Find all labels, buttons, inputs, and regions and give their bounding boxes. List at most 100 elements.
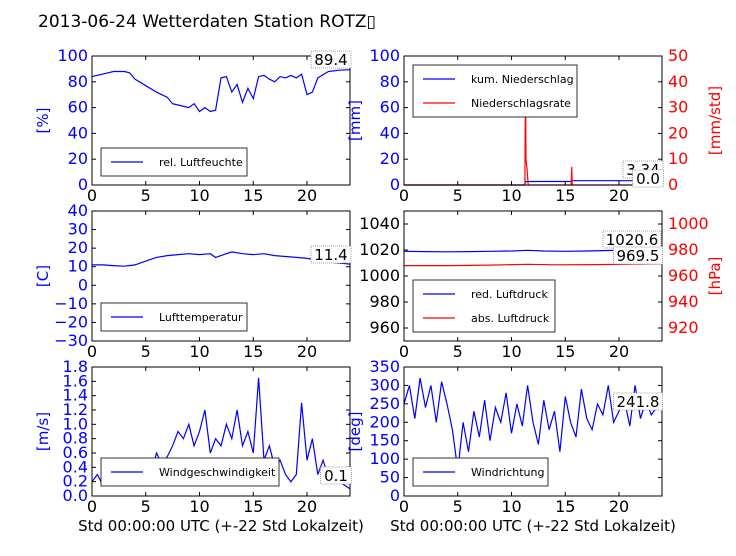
legend-box <box>412 457 549 487</box>
plot-frame <box>403 366 663 497</box>
y-tick-label: 1.4 <box>63 386 88 405</box>
series-line-right <box>404 76 662 186</box>
legend-entry: kum. Niederschlag <box>471 73 574 86</box>
plot-frame <box>91 366 351 497</box>
legend-box <box>412 64 578 118</box>
y-tick-label: 20 <box>68 238 88 257</box>
x-tick-label: 0 <box>399 342 409 361</box>
value-annotation: 1020.6 <box>606 231 659 249</box>
x-tick-label: 5 <box>453 497 463 516</box>
y-tick-label: 1.2 <box>63 400 88 419</box>
x-axis-label-left: Std 00:00:00 UTC (+-22 Std Lokalzeit) <box>78 517 364 535</box>
x-tick-label: 20 <box>297 497 317 516</box>
x-tick-label: 15 <box>243 497 263 516</box>
y2-tick-label: 10 <box>668 149 688 168</box>
y2-tick-label: 20 <box>668 123 688 142</box>
y-tick-label: 1.0 <box>63 414 88 433</box>
x-tick-label: 15 <box>555 186 575 205</box>
y-tick-label: 250 <box>369 394 400 413</box>
y-tick-label: 50 <box>380 468 400 487</box>
x-tick-label: 5 <box>141 497 151 516</box>
x-tick-label: 20 <box>609 497 629 516</box>
y-tick-label: 0.0 <box>63 486 88 505</box>
value-annotation-box <box>310 245 352 264</box>
y-tick-label: 150 <box>369 431 400 450</box>
y-tick-label: 1.8 <box>63 357 88 376</box>
legend-entry: Niederschlagsrate <box>471 97 571 110</box>
x-tick-label: 20 <box>609 186 629 205</box>
y-tick-label: −10 <box>54 294 88 313</box>
y-tick-label: 60 <box>380 98 400 117</box>
x-tick-label: 20 <box>297 342 317 361</box>
y2-axis-label: [hPa] <box>706 257 724 296</box>
value-annotation: 241.8 <box>617 393 660 411</box>
x-tick-label: 5 <box>141 186 151 205</box>
x-tick-label: 0 <box>399 497 409 516</box>
value-annotation-box <box>613 392 663 411</box>
y-tick-label: 30 <box>68 220 88 239</box>
panel-2: 0 5 10 15 20−30−20−10010203040[C]Lufttempera… <box>34 201 352 361</box>
y-tick-label: 1.6 <box>63 371 88 390</box>
y-tick-label: 980 <box>369 292 400 311</box>
y-tick-label: −30 <box>54 331 88 350</box>
y-tick-label: 0 <box>390 486 400 505</box>
y-tick-label: 350 <box>369 357 400 376</box>
y-tick-label: 100 <box>369 449 400 468</box>
x-tick-label: 10 <box>189 186 209 205</box>
y-tick-label: 40 <box>68 201 88 220</box>
series-line-left <box>92 251 351 267</box>
series-line-left <box>403 377 663 471</box>
chart-title: 2013-06-24 Wetterdaten Station ROTZ▯ <box>38 12 376 32</box>
series-line-left <box>403 248 663 253</box>
plot-frame <box>91 55 351 186</box>
x-axis-label-right: Std 00:00:00 UTC (+-22 Std Lokalzeit) <box>390 517 676 535</box>
value-annotation-box <box>310 50 352 69</box>
value-annotation-box <box>632 169 664 188</box>
y-tick-label: 100 <box>369 46 400 65</box>
y-tick-label: 80 <box>68 72 88 91</box>
y-axis-label: [C] <box>34 265 52 287</box>
x-tick-label: 20 <box>609 342 629 361</box>
y-tick-label: 0 <box>390 175 400 194</box>
y2-tick-label: 980 <box>668 240 699 259</box>
y2-tick-label: 40 <box>668 72 688 91</box>
y-tick-label: 1000 <box>359 266 400 285</box>
series-line-left <box>404 180 662 186</box>
x-tick-label: 0 <box>399 186 409 205</box>
y-tick-label: −20 <box>54 312 88 331</box>
y-tick-label: 60 <box>68 98 88 117</box>
y-tick-label: 0.2 <box>63 472 88 491</box>
x-tick-label: 10 <box>189 497 209 516</box>
y-tick-label: 0 <box>78 175 88 194</box>
y2-tick-label: 960 <box>668 266 699 285</box>
plot-frame <box>403 55 663 186</box>
value-annotation: 0.0 <box>636 170 660 188</box>
y2-tick-label: 940 <box>668 292 699 311</box>
legend-entry: Lufttemperatur <box>159 311 243 324</box>
y-tick-label: 0.6 <box>63 443 88 462</box>
legend-box <box>412 279 556 333</box>
x-tick-label: 10 <box>501 497 521 516</box>
x-tick-label: 15 <box>555 497 575 516</box>
panel-3: 0 5 10 15 20 960 980 1000 1020 1040 920 940 960 980 10… <box>359 210 724 361</box>
legend-entry: rel. Luftfeuchte <box>159 156 243 169</box>
panel-4: 0 5 10 15 20 0.00.20.40.60.81.01.21.41.61.8 [m… <box>34 357 352 516</box>
x-tick-label: 0 <box>87 497 97 516</box>
x-tick-label: 15 <box>243 342 263 361</box>
y-axis-label: [%] <box>34 108 52 134</box>
series-line-right <box>404 263 663 267</box>
y-tick-label: 10 <box>68 257 88 276</box>
y2-tick-label: 1000 <box>668 214 709 233</box>
y-tick-label: 1020 <box>359 240 400 259</box>
legend-entry: abs. Luftdruck <box>471 312 550 325</box>
y-tick-label: 100 <box>57 46 88 65</box>
y-tick-label: 0.8 <box>63 429 88 448</box>
y2-axis-label: [mm/std] <box>706 86 724 155</box>
x-tick-label: 5 <box>141 342 151 361</box>
y2-tick-label: 50 <box>668 46 688 65</box>
y-tick-label: 20 <box>68 149 88 168</box>
series-line-left <box>91 69 351 113</box>
y-tick-label: 960 <box>369 318 400 337</box>
y-axis-label: [deg] <box>346 412 364 452</box>
panel-0: 0 5 10 15 20 0 20 40 60 80 100 [%] rel. Luftfeuchte 8… <box>34 46 352 205</box>
